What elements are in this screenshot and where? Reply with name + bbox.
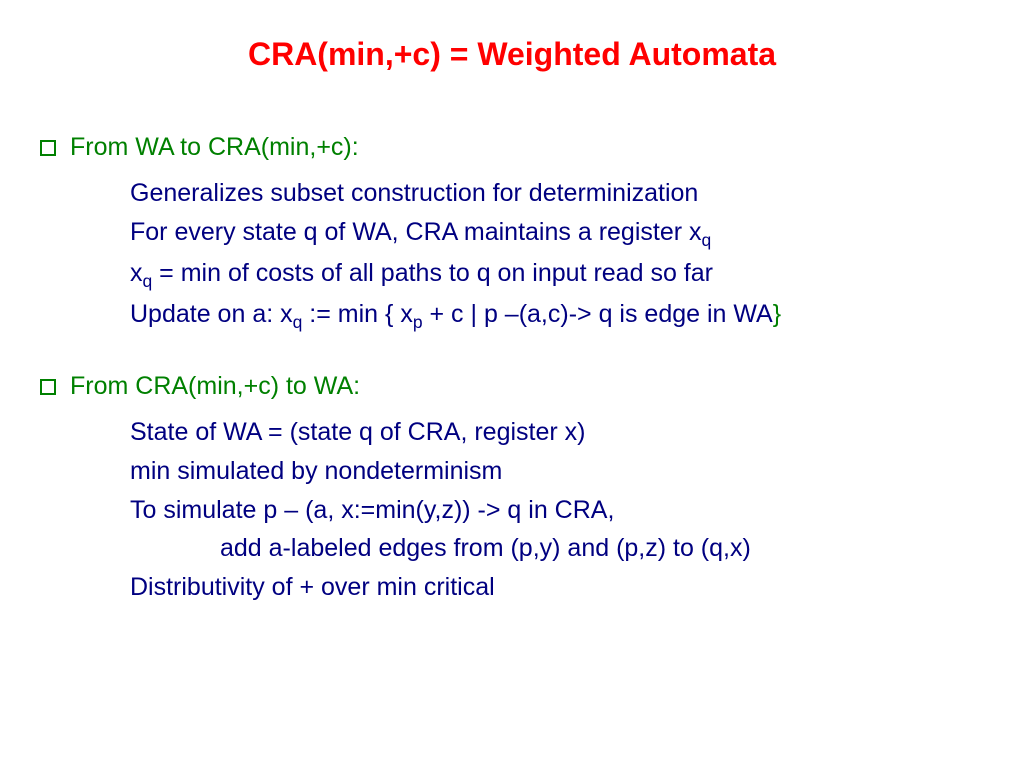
section-body: State of WA = (state q of CRA, register … xyxy=(130,413,984,607)
trailing-brace: } xyxy=(773,300,781,328)
body-line: min simulated by nondeterminism xyxy=(130,452,984,491)
section-title: From WA to CRA(min,+c): xyxy=(70,133,359,162)
section-title: From CRA(min,+c) to WA: xyxy=(70,372,360,401)
section: From WA to CRA(min,+c): Generalizes subse… xyxy=(40,133,984,336)
body-line: xq = min of costs of all paths to q on i… xyxy=(130,254,984,295)
section: From CRA(min,+c) to WA: State of WA = (st… xyxy=(40,372,984,607)
body-line: Update on a: xq := min { xp + c | p –(a,… xyxy=(130,295,984,336)
section-header: From WA to CRA(min,+c): xyxy=(40,133,984,162)
section-body: Generalizes subset construction for dete… xyxy=(130,174,984,336)
body-line: To simulate p – (a, x:=min(y,z)) -> q in… xyxy=(130,491,984,530)
section-header: From CRA(min,+c) to WA: xyxy=(40,372,984,401)
body-line: Distributivity of + over min critical xyxy=(130,568,984,607)
bullet-icon xyxy=(40,379,56,395)
slide-body: From WA to CRA(min,+c): Generalizes subse… xyxy=(40,133,984,607)
body-line: For every state q of WA, CRA maintains a… xyxy=(130,213,984,254)
body-line: add a-labeled edges from (p,y) and (p,z)… xyxy=(220,529,984,568)
body-line: State of WA = (state q of CRA, register … xyxy=(130,413,984,452)
bullet-icon xyxy=(40,140,56,156)
slide-title: CRA(min,+c) = Weighted Automata xyxy=(40,36,984,73)
body-line: Generalizes subset construction for dete… xyxy=(130,174,984,213)
